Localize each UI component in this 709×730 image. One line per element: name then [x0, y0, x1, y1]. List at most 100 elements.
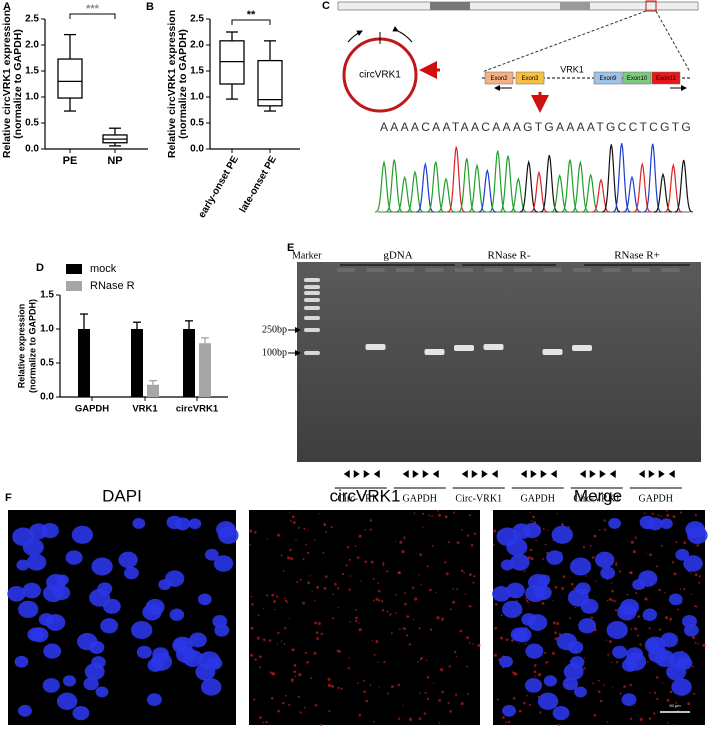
- well: [573, 268, 591, 272]
- signal-dot: [544, 543, 547, 546]
- nucleus: [510, 553, 530, 571]
- signal-dot: [653, 691, 657, 694]
- signal-dot: [538, 673, 542, 677]
- legend-label: RNase R: [90, 280, 135, 292]
- bar: [131, 329, 143, 397]
- signal-dot: [649, 553, 652, 557]
- trace-peak: [571, 160, 590, 213]
- signal-dot: [645, 552, 648, 555]
- y-axis-label: Relative circVRK1 expression: [1, 10, 13, 158]
- signal-dot: [399, 540, 403, 544]
- signal-dot: [306, 551, 310, 555]
- signal-dot: [313, 539, 316, 541]
- signal-dot: [270, 697, 274, 700]
- signal-dot: [494, 603, 498, 606]
- nucleus: [492, 586, 511, 602]
- trace-peak: [467, 163, 487, 213]
- signal-dot: [419, 553, 423, 557]
- panel-e: E 250bp 100bp Marker gDNA RNase R- RNase…: [262, 242, 701, 462]
- signal-dot: [403, 536, 406, 539]
- signal-dot: [493, 653, 497, 657]
- signal-dot: [288, 703, 291, 706]
- signal-dot: [669, 620, 672, 622]
- signal-dot: [466, 534, 470, 537]
- primer-triangle: [540, 470, 547, 478]
- signal-dot: [415, 552, 417, 555]
- nucleus: [30, 627, 49, 643]
- zoom-line: [481, 10, 647, 73]
- y-axis-label: (normalize to GAPDH): [177, 29, 189, 139]
- signal-dot: [630, 628, 633, 630]
- signal-dot: [323, 587, 327, 590]
- signal-dot: [369, 684, 372, 686]
- signal-dot: [328, 710, 331, 713]
- signal-dot: [469, 573, 472, 577]
- signal-dot: [414, 597, 418, 601]
- ladder-band: [304, 298, 320, 302]
- nucleus: [89, 588, 111, 607]
- signal-dot: [561, 587, 565, 590]
- nucleus: [213, 555, 234, 572]
- signal-dot: [354, 545, 357, 548]
- signal-dot: [533, 664, 537, 667]
- signal-dot: [603, 528, 606, 531]
- signal-dot: [298, 673, 302, 677]
- signal-dot: [635, 592, 638, 595]
- signal-dot: [448, 665, 451, 668]
- signal-dot: [456, 541, 460, 545]
- signal-dot: [358, 622, 360, 624]
- signal-dot: [440, 668, 444, 672]
- signal-dot: [637, 615, 641, 618]
- signal-dot: [693, 692, 696, 695]
- nucleus: [546, 550, 564, 565]
- signal-dot: [381, 609, 385, 612]
- nucleus: [204, 548, 219, 561]
- signal-dot: [390, 632, 393, 635]
- signal-dot: [552, 651, 555, 655]
- signal-dot: [287, 556, 291, 560]
- signal-dot: [296, 581, 299, 584]
- signal-dot: [455, 655, 458, 658]
- primer-label: GAPDH: [403, 493, 437, 504]
- ideogram: [337, 1, 699, 11]
- signal-dot: [265, 720, 268, 724]
- y-tick-label: 1.0: [40, 324, 54, 335]
- nucleus: [671, 678, 692, 696]
- signal-dot: [378, 599, 381, 602]
- primer-triangle: [461, 470, 468, 478]
- scale-label: 50 μm: [669, 703, 681, 708]
- nucleus: [506, 538, 528, 557]
- signal-dot: [336, 649, 340, 653]
- signal-dot: [251, 603, 254, 606]
- y-tick-label: 0.0: [25, 144, 39, 155]
- ideogram-band: [560, 2, 590, 10]
- signal-dot: [648, 627, 651, 630]
- signal-dot: [692, 636, 696, 640]
- signal-dot: [524, 643, 527, 645]
- y-tick-label: 2.5: [190, 14, 204, 25]
- signal-dot: [660, 544, 663, 547]
- signal-dot: [660, 515, 662, 517]
- sequence: AAAACAATAACAAAGTGAAAATGCCTCGTG: [380, 120, 693, 134]
- nucleus: [43, 584, 64, 603]
- signal-dot: [402, 627, 405, 630]
- nucleus: [675, 548, 690, 561]
- signal-dot: [337, 686, 340, 690]
- nucleus: [100, 618, 119, 634]
- signal-dot: [369, 519, 372, 522]
- signal-dot: [262, 607, 264, 609]
- ideogram-locus: [645, 0, 657, 12]
- signal-dot: [331, 684, 334, 688]
- signal-dot: [556, 622, 560, 626]
- signal-dot: [464, 593, 466, 596]
- nucleus: [29, 523, 48, 540]
- image-title: Merge: [574, 486, 622, 505]
- signal-dot: [647, 661, 649, 663]
- signal-dot: [505, 721, 507, 724]
- group-label: gDNA: [383, 250, 412, 262]
- exon-label: Exon11: [656, 76, 677, 82]
- signal-dot: [357, 682, 359, 684]
- signal-dot: [472, 581, 475, 584]
- nucleus: [189, 632, 207, 648]
- signal-dot: [648, 717, 652, 720]
